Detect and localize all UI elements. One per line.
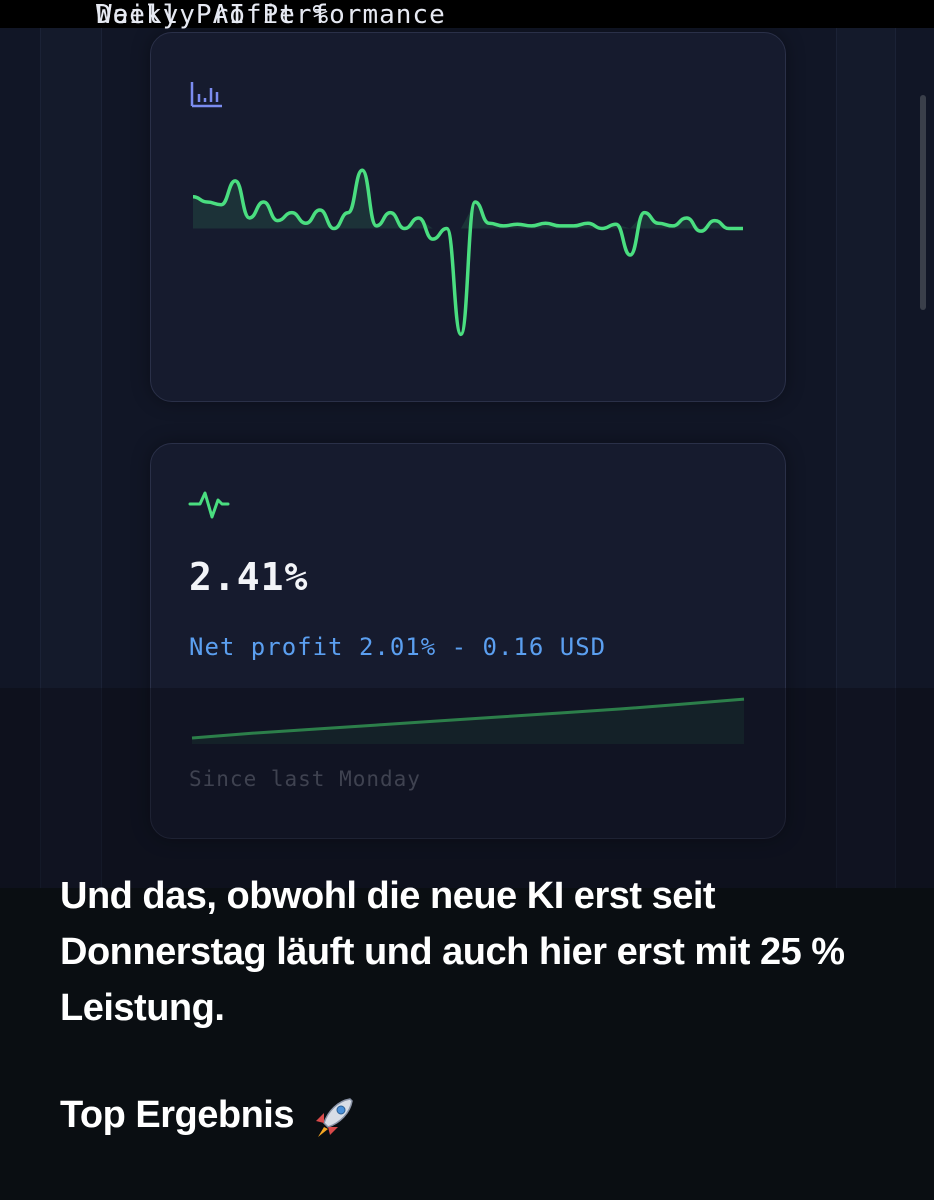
weekly-performance-line xyxy=(191,697,745,740)
daily-profit-chart xyxy=(192,168,743,337)
since-label: Since last Monday xyxy=(189,767,421,791)
daily-profit-card xyxy=(150,32,786,402)
caption-footer: Top Ergebnis xyxy=(60,1093,358,1141)
right-panel xyxy=(836,28,896,888)
scrollbar[interactable] xyxy=(920,95,926,310)
weekly-performance-title: Weekly AI Performance xyxy=(96,0,446,30)
caption-text: Und das, obwohl die neue KI erst seit Do… xyxy=(60,875,845,1029)
rocket-icon xyxy=(316,1098,353,1137)
daily-profit-line xyxy=(192,168,743,337)
daily-profit-title: Daily Profit % xyxy=(96,0,330,30)
net-profit-text: Net profit 2.01% - 0.16 USD xyxy=(189,633,607,661)
left-panel xyxy=(40,28,102,888)
status-bar xyxy=(0,0,934,28)
footer-text: Top Ergebnis xyxy=(60,1094,294,1137)
bar-chart-icon xyxy=(190,82,222,108)
weekly-performance-value: 2.41% xyxy=(189,555,309,599)
weekly-performance-card xyxy=(150,443,786,839)
activity-icon xyxy=(188,491,230,519)
weekly-performance-chart xyxy=(191,697,745,744)
caption-background xyxy=(0,888,934,1200)
daily-profit-area xyxy=(193,170,743,229)
